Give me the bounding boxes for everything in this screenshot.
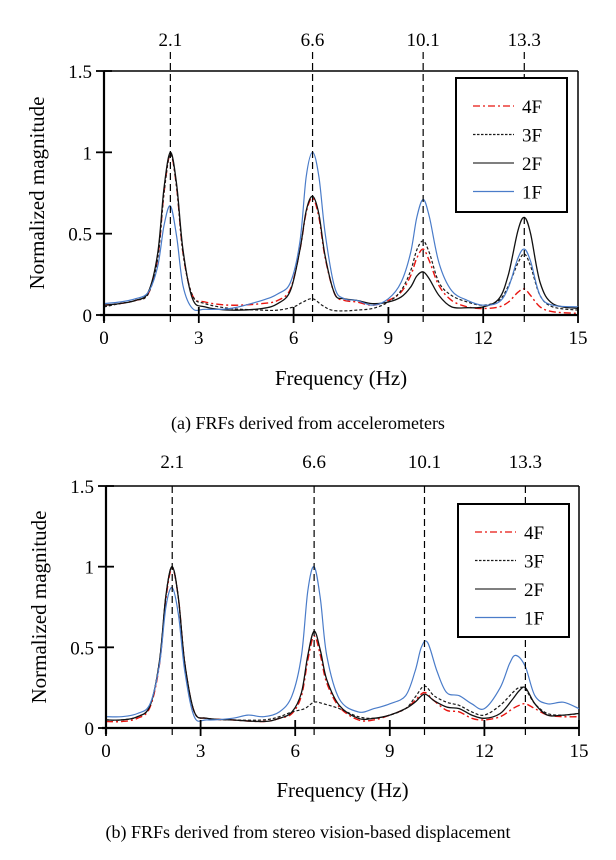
panel-caption: (a) FRFs derived from accelerometers (171, 413, 445, 434)
y-axis-title: Normalized magnitude (27, 510, 51, 703)
legend-box (455, 77, 568, 213)
reference-label: 2.1 (158, 30, 182, 51)
reference-label: 13.3 (509, 452, 542, 473)
x-tick-label: 6 (290, 741, 300, 762)
legend-label-4F: 4F (524, 523, 544, 544)
y-tick-label: 1.5 (70, 477, 94, 498)
x-axis-title: Frequency (Hz) (276, 778, 408, 802)
series-group (103, 151, 579, 315)
legend-label-2F: 2F (522, 154, 542, 175)
y-tick-label: 0 (83, 306, 93, 327)
x-tick-label: 0 (99, 328, 109, 349)
reference-label: 13.3 (508, 30, 541, 51)
series-line-2F (103, 151, 579, 311)
series-line-1F (103, 151, 579, 312)
reference-label: 10.1 (408, 452, 441, 473)
legend: 4F 3F 2F 1F (455, 77, 568, 213)
reference-label: 6.6 (301, 30, 325, 51)
legend-label-1F: 1F (522, 183, 542, 204)
x-tick-label: 9 (385, 741, 395, 762)
x-tick-label: 3 (196, 741, 206, 762)
y-axis-title: Normalized magnitude (25, 96, 49, 289)
x-tick-label: 9 (384, 328, 394, 349)
x-tick-label: 12 (474, 328, 493, 349)
x-tick-label: 6 (289, 328, 299, 349)
legend-label-2F: 2F (524, 580, 544, 601)
legend-label-1F: 1F (524, 609, 544, 630)
y-tick-label: 0 (85, 719, 95, 740)
reference-label: 2.1 (160, 452, 184, 473)
reference-label: 10.1 (407, 30, 440, 51)
y-tick-label: 0.5 (68, 225, 92, 246)
reference-label: 6.6 (302, 452, 326, 473)
legend: 4F 3F 2F 1F (457, 503, 570, 638)
y-tick-label: 1.5 (68, 62, 92, 83)
y-tick-label: 0.5 (70, 638, 94, 659)
x-tick-label: 3 (194, 328, 204, 349)
legend-label-3F: 3F (524, 552, 544, 573)
legend-label-4F: 4F (522, 97, 542, 118)
chart-panel-a: 2.1 6.6 10.1 13.3 0 0.5 1 1.5 0 3 6 9 12 15 Frequency … (25, 30, 588, 434)
chart-panel-b: 2.1 6.6 10.1 13.3 0 0.5 1 1.5 0 3 6 9 12 15 Frequency … (27, 452, 589, 843)
series-line-1F (105, 566, 580, 722)
x-axis-title: Frequency (Hz) (275, 366, 407, 390)
series-group (105, 566, 580, 723)
legend-label-3F: 3F (522, 126, 542, 147)
x-tick-label: 15 (570, 741, 589, 762)
legend-box (457, 503, 570, 638)
panel-caption: (b) FRFs derived from stereo vision-base… (106, 822, 511, 843)
x-tick-label: 12 (475, 741, 494, 762)
x-tick-label: 0 (101, 741, 111, 762)
y-tick-label: 1 (83, 143, 93, 164)
series-line-2F (105, 566, 580, 723)
y-tick-label: 1 (85, 558, 95, 579)
x-tick-label: 15 (569, 328, 588, 349)
